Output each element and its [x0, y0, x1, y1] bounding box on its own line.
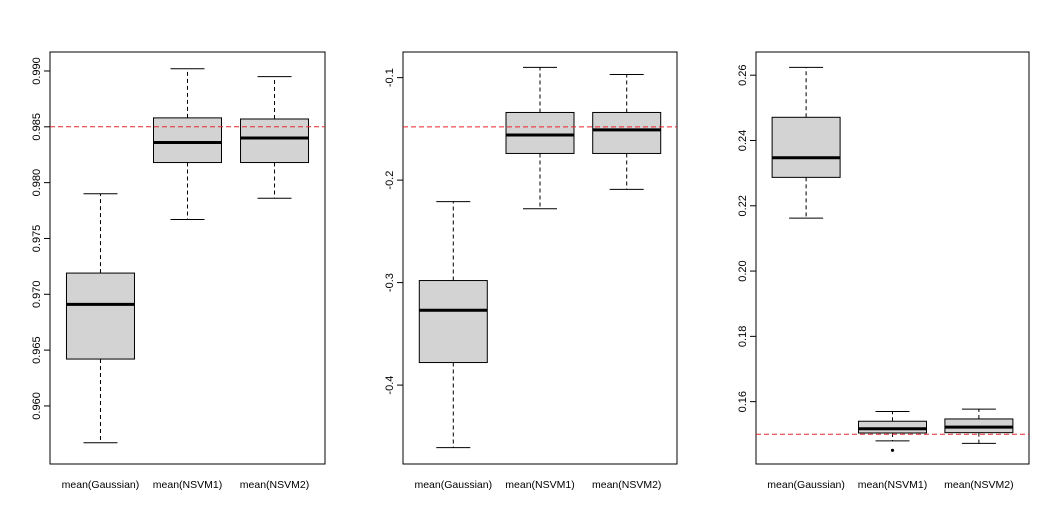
category-label: mean(NSVM1)	[153, 479, 222, 491]
category-label: mean(NSVM2)	[240, 479, 309, 491]
y-tick-label: 0.960	[31, 392, 43, 420]
iqr-box	[240, 118, 310, 164]
y-tick-label: 0.985	[31, 113, 43, 141]
y-tick-label: -0.2	[384, 171, 396, 190]
y-tick-label: 0.970	[31, 281, 43, 309]
iqr-box	[592, 111, 662, 154]
box-1	[858, 410, 927, 452]
iqr-box	[153, 117, 222, 164]
box-2	[592, 74, 662, 190]
plot-frame	[49, 51, 326, 465]
box-0	[65, 193, 135, 444]
category-label: mean(Gaussian)	[62, 479, 140, 491]
outlier-point	[890, 448, 895, 452]
y-tick-label: 0.18	[737, 326, 749, 347]
iqr-box	[858, 420, 927, 434]
y-tick-label: 0.20	[737, 260, 749, 281]
box-2	[240, 76, 310, 199]
boxplot-panel-3: 0.16 0.18 0.20 0.22 0.24 0.26 mean(Gaussian) me…	[737, 51, 1030, 491]
y-tick-label: 0.22	[737, 195, 749, 216]
category-label: mean(NSVM1)	[505, 479, 574, 491]
y-tick-label: -0.3	[384, 273, 396, 292]
box-0	[418, 201, 488, 449]
category-label: mean(Gaussian)	[414, 479, 492, 491]
boxplot-panel-2: -0.4 -0.3 -0.2 -0.1 mean(Gaussian) mean(NSVM1…	[384, 51, 678, 491]
boxplot-panel-1: 0.960 0.965 0.970 0.975 0.980 0.985 0.990 mean(…	[31, 51, 326, 491]
plot-frame	[402, 51, 678, 465]
y-tick-label: 0.24	[737, 130, 749, 151]
category-label: mean(NSVM1)	[858, 479, 927, 491]
box-1	[505, 66, 575, 210]
y-tick-label: 0.990	[31, 57, 43, 85]
iqr-box	[771, 116, 841, 178]
iqr-box	[418, 280, 488, 364]
box-1	[153, 68, 222, 220]
y-tick-label: 0.965	[31, 336, 43, 364]
box-0	[771, 66, 841, 219]
iqr-box	[505, 111, 575, 154]
plot-frame	[755, 51, 1030, 465]
iqr-box	[65, 272, 135, 360]
y-tick-label: 0.16	[737, 391, 749, 412]
box-2	[944, 408, 1014, 444]
y-tick-label: -0.1	[384, 68, 396, 87]
category-label: mean(Gaussian)	[767, 479, 845, 491]
y-tick-label: -0.4	[384, 376, 396, 395]
category-label: mean(NSVM2)	[592, 479, 661, 491]
y-tick-label: 0.975	[31, 225, 43, 253]
y-tick-label: 0.26	[737, 64, 749, 85]
category-label: mean(NSVM2)	[944, 479, 1013, 491]
y-tick-label: 0.980	[31, 169, 43, 197]
